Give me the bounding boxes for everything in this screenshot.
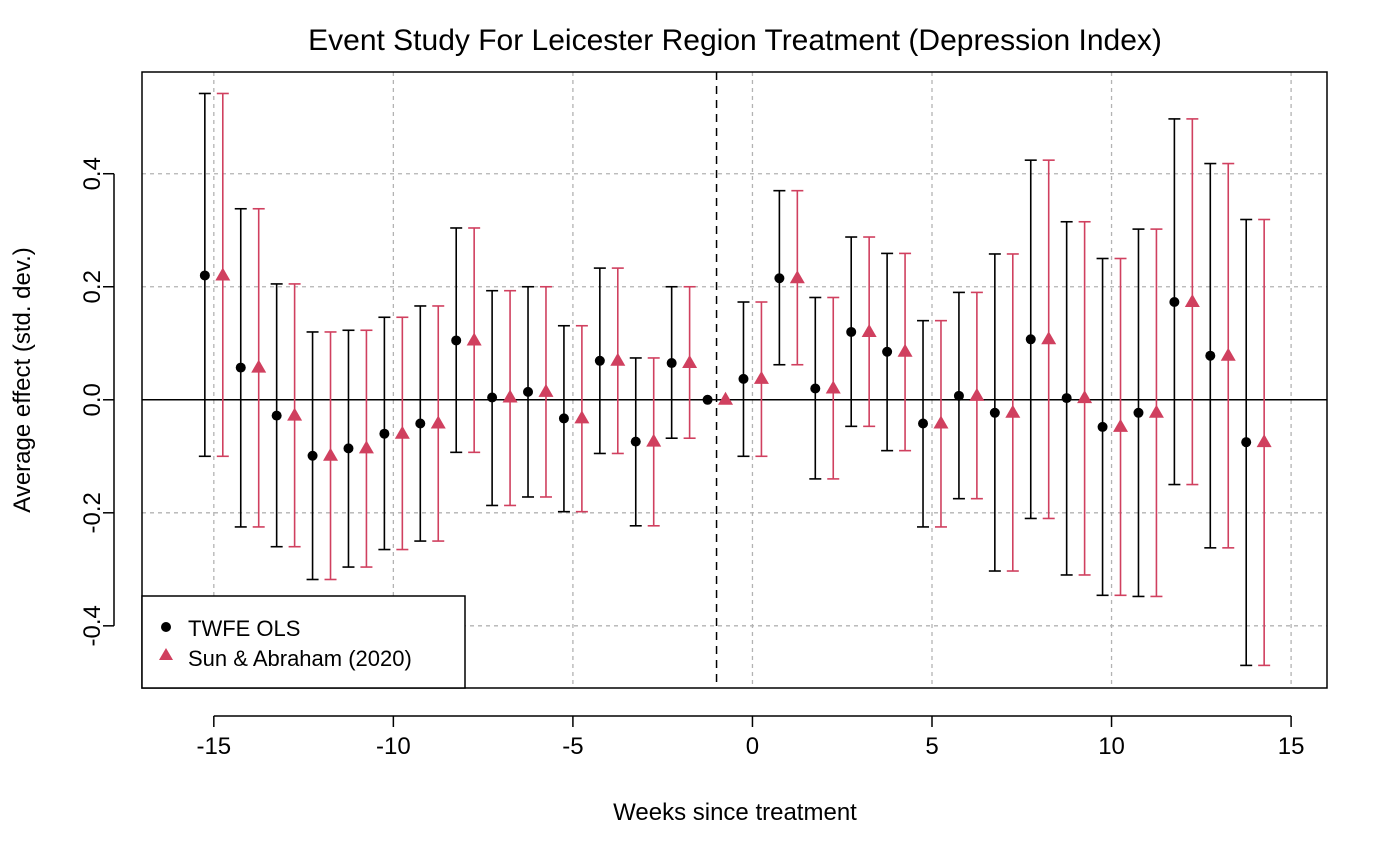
point-marker [610, 352, 626, 366]
y-tick-label: -0.2 [79, 492, 106, 533]
point-marker [323, 447, 339, 461]
point-marker [415, 418, 426, 429]
point-marker [430, 415, 446, 429]
point-marker [774, 273, 785, 284]
y-tick-label: 0.2 [79, 270, 106, 303]
point-marker [738, 373, 749, 384]
point-marker [953, 390, 964, 401]
point-marker [538, 383, 554, 397]
point-marker [343, 443, 354, 454]
legend-marker-twfe-ols [161, 622, 171, 632]
x-tick-label: 10 [1098, 733, 1125, 760]
point-marker [1097, 421, 1108, 432]
y-tick-label: 0.0 [79, 383, 106, 416]
point-marker [897, 343, 913, 357]
legend-label-twfe-ols: TWFE OLS [188, 616, 300, 641]
point-marker [1061, 393, 1072, 404]
point-marker [215, 267, 231, 281]
point-marker [1077, 390, 1093, 404]
x-tick-label: -10 [376, 733, 411, 760]
x-axis-label: Weeks since treatment [613, 799, 857, 826]
point-marker [199, 270, 210, 281]
point-marker [235, 362, 246, 373]
point-marker [394, 425, 410, 439]
point-marker [1241, 437, 1252, 448]
point-marker [810, 383, 821, 394]
y-axis: -0.4 -0.2 0.0 0.2 0.4 [79, 157, 115, 647]
point-marker [1148, 404, 1164, 418]
x-tick-label: 5 [925, 733, 938, 760]
legend: TWFE OLS Sun & Abraham (2020) [141, 595, 466, 689]
y-tick-label: 0.4 [79, 157, 106, 190]
point-marker [502, 389, 518, 403]
x-tick-label: 0 [746, 733, 759, 760]
point-marker [523, 386, 534, 397]
point-marker [1005, 404, 1021, 418]
y-axis-label: Average effect (std. dev.) [9, 247, 36, 512]
point-marker [630, 436, 641, 447]
point-marker [1113, 418, 1129, 432]
series-layer [198, 92, 1272, 667]
point-marker [1220, 347, 1236, 361]
x-tick-label: -15 [196, 733, 231, 760]
point-marker [646, 433, 662, 447]
point-marker [861, 323, 877, 337]
x-tick-label: 15 [1278, 733, 1305, 760]
point-marker [666, 358, 677, 369]
point-marker [918, 418, 929, 429]
legend-label-sun-abraham: Sun & Abraham (2020) [188, 646, 412, 671]
point-marker [1041, 331, 1057, 345]
point-marker [702, 394, 713, 405]
point-marker [358, 440, 374, 454]
point-marker [933, 415, 949, 429]
point-marker [379, 428, 390, 439]
x-tick-label: -5 [562, 733, 583, 760]
point-marker [753, 370, 769, 384]
point-marker [251, 359, 267, 373]
point-marker [594, 355, 605, 366]
series-twfe-ols [198, 92, 1253, 667]
point-marker [1025, 334, 1036, 345]
point-marker [574, 410, 590, 424]
chart-title: Event Study For Leicester Region Treatme… [308, 24, 1162, 57]
legend-box [141, 595, 466, 689]
point-marker [718, 391, 734, 405]
point-marker [882, 346, 893, 357]
plot-frame [141, 71, 1328, 689]
x-axis: -15 -10 -5 0 5 10 15 [196, 715, 1305, 760]
point-marker [825, 380, 841, 394]
point-marker [1256, 434, 1272, 448]
point-marker [271, 410, 282, 421]
point-marker [789, 270, 805, 284]
point-marker [487, 392, 498, 403]
y-tick-label: -0.4 [79, 605, 106, 646]
point-marker [451, 335, 462, 346]
point-marker [1133, 407, 1144, 418]
point-marker [1184, 294, 1200, 308]
point-marker [1205, 350, 1216, 361]
point-marker [558, 413, 569, 424]
point-marker [969, 387, 985, 401]
point-marker [287, 407, 303, 421]
legend-marker-sun-abraham [159, 648, 173, 660]
point-marker [307, 450, 318, 461]
reference-lines [142, 72, 1327, 688]
point-marker [682, 355, 698, 369]
series-sun-abraham [215, 92, 1272, 667]
point-marker [1169, 297, 1180, 308]
point-marker [846, 326, 857, 337]
point-marker [466, 332, 482, 346]
point-marker [989, 407, 1000, 418]
